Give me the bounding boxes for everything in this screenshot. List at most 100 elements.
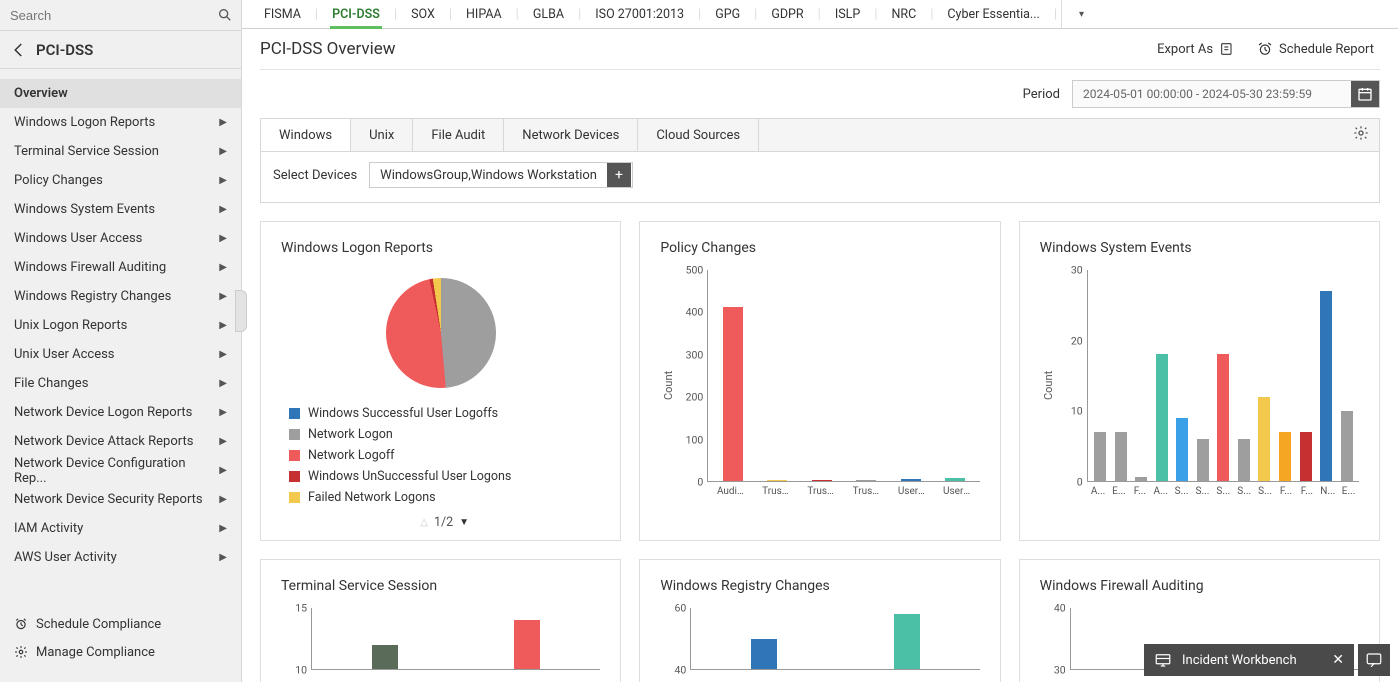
sidebar-item[interactable]: Network Device Configuration Rep...▶ [0,456,241,485]
sidebar-item-label: Unix User Access [14,347,115,362]
export-label: Export As [1157,42,1213,57]
bar [372,645,398,669]
compliance-tab[interactable]: HIPAA [456,0,512,28]
bar-chart: 4060 [660,608,979,682]
source-tab[interactable]: Windows [261,119,351,151]
bars [708,270,979,481]
compliance-tab[interactable]: ISLP [825,0,870,28]
close-icon[interactable]: ✕ [1332,652,1344,668]
search-wrap [0,0,241,31]
chevron-right-icon: ▶ [219,494,227,505]
bar [1156,354,1168,481]
sidebar-item[interactable]: Unix User Access▶ [0,340,241,369]
legend-item: Windows UnSuccessful User Logons [289,469,600,484]
source-tab[interactable]: Network Devices [504,119,638,151]
compliance-tab[interactable]: ISO 27001:2013 [585,0,694,28]
card-title: Windows Firewall Auditing [1040,578,1359,594]
breadcrumb-title: PCI-DSS [36,41,93,59]
compliance-tab[interactable]: Cyber Essentia... [937,0,1049,28]
sidebar-item-label: Terminal Service Session [14,144,159,159]
x-tick: S... [1213,486,1234,497]
source-tab[interactable]: Cloud Sources [638,119,759,151]
chevron-right-icon: ▶ [219,233,227,244]
bar [767,480,787,481]
source-tab[interactable]: Unix [351,119,413,151]
sidebar-item[interactable]: IAM Activity▶ [0,514,241,543]
sidebar-item[interactable]: File Changes▶ [0,369,241,398]
bar [1176,418,1188,481]
sidebar-item[interactable]: Windows User Access▶ [0,224,241,253]
chevron-right-icon: ▶ [219,436,227,447]
legend-pager: △ 1/2 ▼ [412,515,469,530]
x-tick: N... [1317,486,1338,497]
footer-item-label: Schedule Compliance [36,617,161,632]
sidebar-item-label: Windows Logon Reports [14,115,155,130]
card-windows-logon-reports: Windows Logon Reports Windows Successful… [260,221,621,541]
sidebar-item[interactable]: Windows Registry Changes▶ [0,282,241,311]
compliance-tab[interactable]: SOX [401,0,445,28]
settings-gear-icon[interactable] [1343,125,1379,145]
card-windows-registry-changes: Windows Registry Changes 4060 [639,559,1000,682]
compliance-tab[interactable]: PCI-DSS [322,0,390,28]
sidebar-item[interactable]: Network Device Attack Reports▶ [0,427,241,456]
chevron-right-icon: ▶ [219,262,227,273]
alarm-icon [14,617,28,631]
legend-label: Windows UnSuccessful User Logons [308,469,511,484]
manage-compliance-button[interactable]: Manage Compliance [0,638,241,666]
devices-field[interactable]: WindowsGroup,Windows Workstation + [369,162,633,188]
incident-toggle-button[interactable] [1358,644,1390,676]
calendar-icon[interactable] [1351,81,1379,107]
workbench-icon [1154,651,1172,669]
tab-separator: | [311,7,322,22]
page-header: PCI-DSS Overview Export As Schedule Repo… [242,29,1398,63]
incident-workbench-bar[interactable]: Incident Workbench ✕ [1144,644,1354,676]
add-device-button[interactable]: + [607,163,631,187]
x-tick: S... [1234,486,1255,497]
y-tick: 500 [686,264,704,277]
tab-separator: | [512,7,523,22]
back-arrow-icon[interactable] [10,41,28,59]
search-input[interactable] [0,0,241,30]
compliance-tabs: FISMA|PCI-DSS|SOX|HIPAA|GLBA|ISO 27001:2… [242,0,1398,29]
sidebar-item-label: Unix Logon Reports [14,318,127,333]
sidebar-item[interactable]: Windows System Events▶ [0,195,241,224]
source-tab[interactable]: File Audit [413,119,504,151]
plot-area: Audit...Trust...Trust...Trust...User ...… [707,270,979,482]
y-axis: 1015 [281,608,311,682]
sidebar-item[interactable]: AWS User Activity▶ [0,543,241,572]
sidebar-item[interactable]: Network Device Security Reports▶ [0,485,241,514]
sidebar-item[interactable]: Policy Changes▶ [0,166,241,195]
y-axis: 3040 [1040,608,1070,682]
compliance-tab[interactable]: NRC [881,0,926,28]
breadcrumb: PCI-DSS [0,31,241,69]
schedule-compliance-button[interactable]: Schedule Compliance [0,610,241,638]
bar [901,479,921,481]
sidebar-item[interactable]: Terminal Service Session▶ [0,137,241,166]
more-tabs-dropdown[interactable]: ▾ [1061,0,1101,28]
compliance-tab[interactable]: FISMA [254,0,311,28]
tab-separator: | [390,7,401,22]
compliance-tab[interactable]: GLBA [523,0,574,28]
period-picker[interactable]: 2024-05-01 00:00:00 - 2024-05-30 23:59:5… [1072,80,1380,108]
compliance-tab[interactable]: GDPR [761,0,813,28]
export-as-button[interactable]: Export As [1157,41,1235,57]
pager-prev[interactable]: △ [420,517,428,528]
chevron-right-icon: ▶ [219,204,227,215]
legend-swatch [289,492,300,503]
sidebar-item[interactable]: Overview [0,79,241,108]
card-title: Windows Registry Changes [660,578,979,594]
header-actions: Export As Schedule Report [1157,41,1374,57]
sidebar-item[interactable]: Unix Logon Reports▶ [0,311,241,340]
schedule-report-button[interactable]: Schedule Report [1257,41,1374,57]
compliance-tab[interactable]: GPG [705,0,750,28]
card-policy-changes: Policy Changes Count0100200300400500Audi… [639,221,1000,541]
sidebar-item[interactable]: Network Device Logon Reports▶ [0,398,241,427]
sidebar-item[interactable]: Windows Logon Reports▶ [0,108,241,137]
sidebar-item[interactable]: Windows Firewall Auditing▶ [0,253,241,282]
chevron-right-icon: ▶ [219,523,227,534]
bar [1094,432,1106,481]
y-axis: 0102030 [1057,270,1087,500]
plot-area: A...E...F...A...S...S...S...S...S...F...… [1087,270,1359,482]
pager-next[interactable]: ▼ [459,517,469,528]
legend-label: Network Logoff [308,448,395,463]
